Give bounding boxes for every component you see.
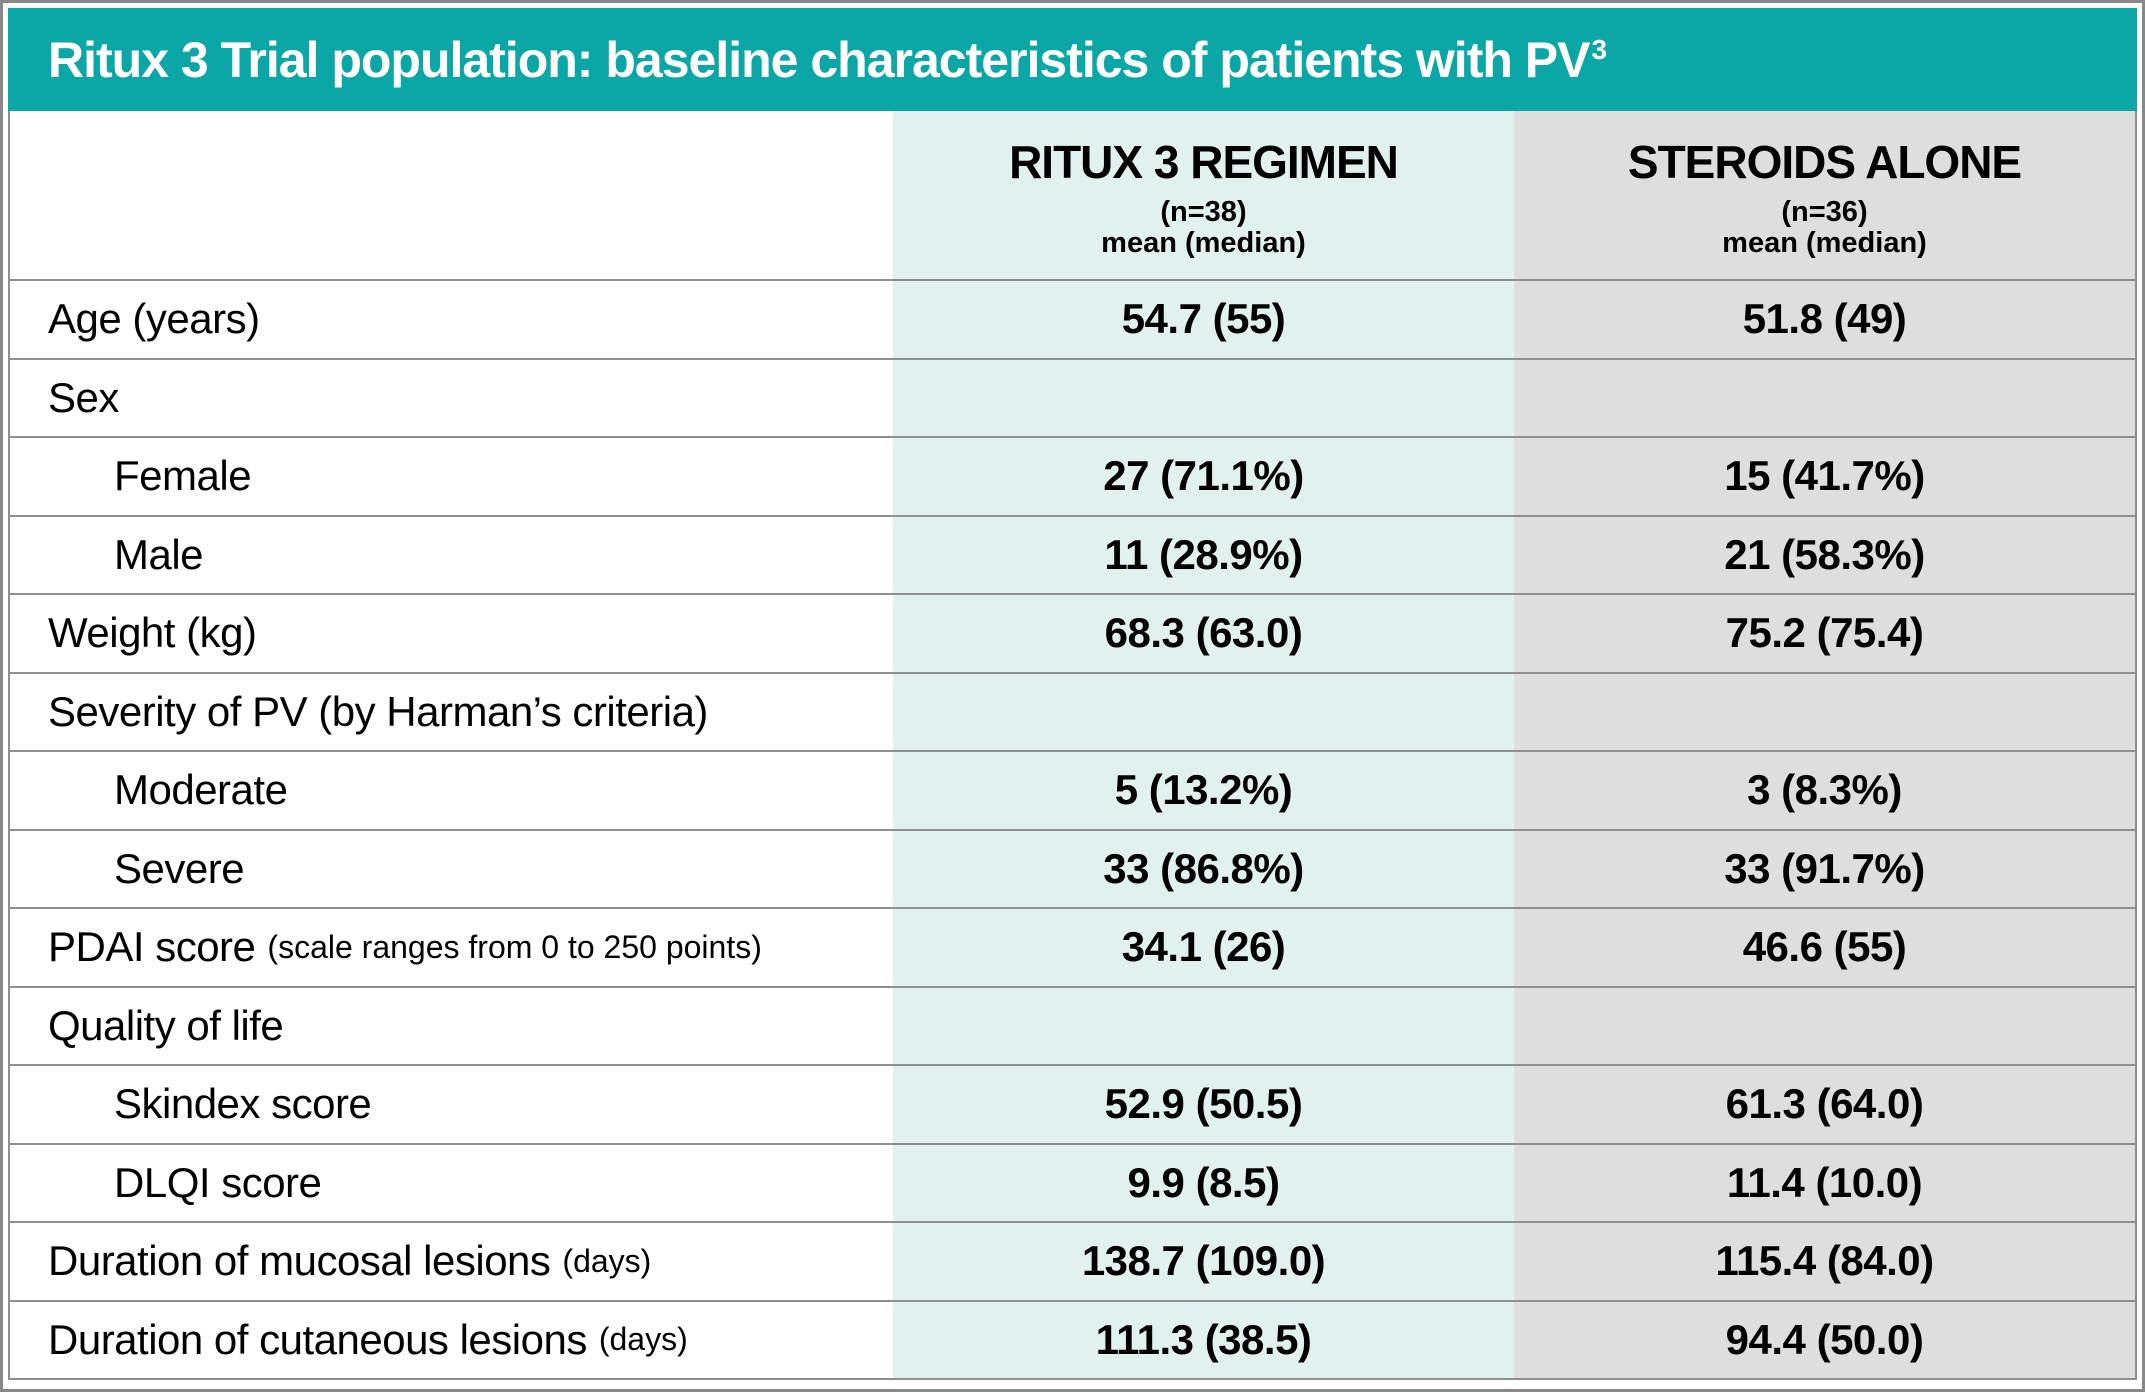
table-row-male: Male 11 (28.9%) 21 (58.3%): [10, 514, 2135, 593]
row-label-text: Duration of mucosal lesions: [48, 1237, 551, 1285]
steroids-value: 75.2 (75.4): [1514, 595, 2135, 672]
row-label-text: PDAI score: [48, 923, 256, 971]
table-row-severe: Severe 33 (86.8%) 33 (91.7%): [10, 828, 2135, 907]
steroids-column-stat: mean (median): [1722, 227, 1927, 260]
ritux-column-title: RITUX 3 REGIMEN: [1009, 136, 1399, 189]
steroids-column-n: (n=36): [1781, 195, 1868, 228]
steroids-value: 94.4 (50.0): [1514, 1301, 2135, 1378]
steroids-value: [1514, 359, 2135, 436]
row-label: Duration of cutaneous lesions (days): [10, 1301, 893, 1378]
table-row-severity: Severity of PV (by Harman’s criteria): [10, 671, 2135, 750]
ritux-column-n: (n=38): [1160, 195, 1247, 228]
row-label: Sex: [10, 359, 893, 436]
table-row-skindex: Skindex score 52.9 (50.5) 61.3 (64.0): [10, 1064, 2135, 1143]
row-label-text: Age (years): [48, 295, 260, 343]
row-label: PDAI score (scale ranges from 0 to 250 po…: [10, 909, 893, 986]
ritux-value: 54.7 (55): [893, 281, 1514, 358]
row-label-suffix: (scale ranges from 0 to 250 points): [267, 928, 762, 965]
table-row-weight: Weight (kg) 68.3 (63.0) 75.2 (75.4): [10, 593, 2135, 672]
ritux-value: 11 (28.9%): [893, 516, 1514, 593]
header-spacer-cell: [10, 111, 893, 279]
row-label-text: Sex: [48, 373, 119, 421]
steroids-column-title: STEROIDS ALONE: [1627, 136, 2022, 189]
row-label: Severe: [10, 830, 893, 907]
table-row-mucosal-lesions: Duration of mucosal lesions (days) 138.7 …: [10, 1221, 2135, 1300]
table-row-moderate: Moderate 5 (13.2%) 3 (8.3%): [10, 750, 2135, 829]
ritux-value: [893, 987, 1514, 1064]
ritux-column-stat: mean (median): [1101, 227, 1306, 260]
steroids-value: 46.6 (55): [1514, 909, 2135, 986]
table-row-pdai: PDAI score (scale ranges from 0 to 250 po…: [10, 907, 2135, 986]
steroids-value: 51.8 (49): [1514, 281, 2135, 358]
page-title: Ritux 3 Trial population: baseline chara…: [48, 31, 1607, 89]
row-label: Quality of life: [10, 987, 893, 1064]
table-row-dlqi: DLQI score 9.9 (8.5) 11.4 (10.0): [10, 1142, 2135, 1221]
row-label-text: DLQI score: [114, 1158, 322, 1206]
steroids-value: 115.4 (84.0): [1514, 1223, 2135, 1300]
steroids-value: 61.3 (64.0): [1514, 1066, 2135, 1143]
steroids-value: 11.4 (10.0): [1514, 1144, 2135, 1221]
row-label-text: Quality of life: [48, 1001, 284, 1049]
row-label-text: Severe: [114, 844, 245, 892]
ritux-value: 34.1 (26): [893, 909, 1514, 986]
ritux-value: 138.7 (109.0): [893, 1223, 1514, 1300]
page-title-superscript: 3: [1591, 33, 1607, 65]
ritux-value: 52.9 (50.5): [893, 1066, 1514, 1143]
ritux-value: [893, 673, 1514, 750]
steroids-value: 33 (91.7%): [1514, 830, 2135, 907]
ritux-value: [893, 359, 1514, 436]
title-bar: Ritux 3 Trial population: baseline chara…: [8, 8, 2137, 111]
row-label: Duration of mucosal lesions (days): [10, 1223, 893, 1300]
row-label: Female: [10, 438, 893, 515]
row-label-suffix: (days): [562, 1242, 652, 1279]
row-label-text: Severity of PV (by Harman’s criteria): [48, 687, 708, 735]
row-label-text: Weight (kg): [48, 609, 257, 657]
steroids-value: 3 (8.3%): [1514, 752, 2135, 829]
row-label-text: Male: [114, 530, 204, 578]
column-header-steroids: STEROIDS ALONE (n=36) mean (median): [1514, 111, 2135, 279]
row-label: Moderate: [10, 752, 893, 829]
table-row-quality-of-life: Quality of life: [10, 985, 2135, 1064]
row-label: Skindex score: [10, 1066, 893, 1143]
steroids-value: [1514, 987, 2135, 1064]
row-label: Age (years): [10, 281, 893, 358]
row-label-text: Moderate: [114, 766, 288, 814]
table-row-female: Female 27 (71.1%) 15 (41.7%): [10, 436, 2135, 515]
ritux-value: 27 (71.1%): [893, 438, 1514, 515]
table-header-row: RITUX 3 REGIMEN (n=38) mean (median) STE…: [10, 111, 2135, 279]
row-label: Weight (kg): [10, 595, 893, 672]
row-label-suffix: (days): [598, 1321, 688, 1358]
row-label: Severity of PV (by Harman’s criteria): [10, 673, 893, 750]
ritux-value: 33 (86.8%): [893, 830, 1514, 907]
ritux-value: 68.3 (63.0): [893, 595, 1514, 672]
steroids-value: [1514, 673, 2135, 750]
table-row-cutaneous-lesions: Duration of cutaneous lesions (days) 111.…: [10, 1299, 2135, 1378]
ritux-value: 5 (13.2%): [893, 752, 1514, 829]
column-header-ritux: RITUX 3 REGIMEN (n=38) mean (median): [893, 111, 1514, 279]
ritux-value: 9.9 (8.5): [893, 1144, 1514, 1221]
row-label-text: Female: [114, 452, 252, 500]
baseline-characteristics-table: RITUX 3 REGIMEN (n=38) mean (median) STE…: [8, 111, 2137, 1380]
page-title-text: Ritux 3 Trial population: baseline chara…: [48, 31, 1590, 88]
row-label: Male: [10, 516, 893, 593]
ritux-value: 111.3 (38.5): [893, 1301, 1514, 1378]
row-label: DLQI score: [10, 1144, 893, 1221]
row-label-text: Duration of cutaneous lesions: [48, 1315, 587, 1363]
row-label-text: Skindex score: [114, 1080, 372, 1128]
steroids-value: 21 (58.3%): [1514, 516, 2135, 593]
steroids-value: 15 (41.7%): [1514, 438, 2135, 515]
table-row-age: Age (years) 54.7 (55) 51.8 (49): [10, 279, 2135, 358]
table-row-sex: Sex: [10, 357, 2135, 436]
